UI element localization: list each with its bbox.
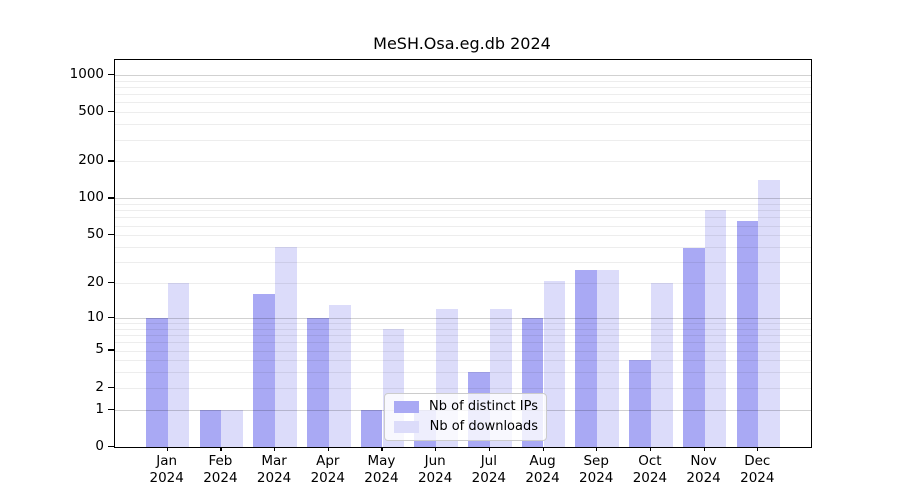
y-tick-label: 0	[95, 438, 104, 454]
y-tick-label: 1	[95, 400, 104, 417]
y-tick-label: 10	[86, 308, 104, 325]
y-tick-label: 20	[86, 273, 104, 290]
x-tick-mark	[435, 447, 437, 451]
x-tick-mark	[488, 447, 491, 451]
bar-sep-downloads	[597, 269, 619, 447]
y-tick-label: 5	[95, 341, 104, 358]
minor-gridline	[115, 112, 811, 114]
y-tick-label: 1000	[69, 65, 104, 82]
y-tick-mark	[108, 386, 114, 388]
legend: Nb of distinct IPs Nb of downloads	[384, 393, 547, 441]
y-tick-mark	[108, 349, 114, 351]
chart-title: MeSH.Osa.eg.db 2024	[373, 34, 551, 53]
bar-apr-ips	[307, 317, 329, 447]
legend-row: Nb of distinct IPs	[394, 399, 538, 414]
x-tick-mark	[757, 447, 759, 451]
bar-oct-ips	[629, 360, 651, 447]
x-tick-mark	[274, 447, 276, 451]
bar-dec-downloads	[758, 180, 781, 447]
minor-gridline	[115, 139, 811, 141]
legend-swatch	[394, 420, 419, 433]
x-tick-mark	[381, 447, 383, 451]
x-tick-mark	[542, 447, 544, 451]
x-tick-mark	[649, 447, 652, 451]
y-tick-label: 200	[78, 152, 104, 169]
bar-feb-downloads	[221, 409, 244, 447]
y-tick-mark	[108, 408, 114, 410]
y-tick-mark	[108, 160, 114, 162]
bar-feb-ips	[199, 409, 222, 447]
y-tick-mark	[108, 197, 114, 199]
legend-label: Nb of downloads	[429, 419, 538, 434]
x-tick-label-may: May 2024	[364, 453, 399, 486]
y-tick-mark	[108, 73, 114, 76]
bar-jan-downloads	[167, 283, 190, 447]
x-tick-label-jun: Jun 2024	[417, 453, 453, 486]
y-tick-label: 50	[86, 226, 104, 243]
x-tick-mark	[327, 447, 329, 451]
y-tick-label: 100	[78, 189, 104, 206]
minor-gridline	[115, 80, 811, 82]
minor-gridline	[115, 161, 811, 163]
minor-gridline	[115, 86, 811, 88]
minor-gridline	[115, 204, 811, 205]
y-tick-mark	[108, 446, 114, 448]
bar-aug-downloads	[543, 280, 566, 447]
x-tick-label-apr: Apr 2024	[310, 453, 345, 486]
y-tick-label: 500	[78, 103, 104, 120]
y-tick-mark	[108, 316, 114, 318]
bar-apr-downloads	[328, 304, 351, 447]
x-tick-mark	[703, 447, 705, 451]
x-tick-label-feb: Feb 2024	[203, 453, 238, 486]
y-tick-label: 2	[95, 378, 104, 395]
minor-gridline	[115, 124, 811, 126]
x-tick-mark	[166, 447, 168, 451]
x-tick-label-dec: Dec 2024	[740, 453, 775, 486]
bar-may-ips	[360, 409, 383, 447]
x-tick-label-oct: Oct 2024	[632, 453, 668, 486]
bar-mar-ips	[253, 294, 276, 447]
legend-label: Nb of distinct IPs	[429, 399, 538, 414]
major-gridline	[115, 198, 811, 200]
bar-dec-ips	[736, 220, 759, 447]
x-tick-mark	[596, 447, 598, 451]
bar-jan-ips	[145, 317, 168, 447]
major-gridline	[115, 74, 811, 76]
minor-gridline	[115, 102, 811, 104]
bar-mar-downloads	[275, 247, 297, 447]
bar-sep-ips	[575, 269, 598, 447]
legend-swatch	[394, 400, 419, 413]
bar-nov-downloads	[704, 210, 727, 447]
bar-nov-ips	[682, 248, 705, 447]
plot-area: Nb of distinct IPs Nb of downloads	[114, 59, 812, 448]
x-tick-mark	[220, 447, 222, 451]
x-tick-label-jan: Jan 2024	[149, 453, 184, 486]
x-tick-label-aug: Aug 2024	[525, 453, 560, 486]
legend-row: Nb of downloads	[394, 419, 538, 434]
x-tick-label-nov: Nov 2024	[686, 453, 721, 486]
y-tick-mark	[108, 111, 114, 113]
y-tick-mark	[108, 234, 114, 236]
x-tick-label-sep: Sep 2024	[579, 453, 614, 486]
x-tick-label-jul: Jul 2024	[471, 453, 507, 486]
y-tick-mark	[108, 281, 114, 284]
bar-oct-downloads	[650, 283, 673, 447]
x-tick-label-mar: Mar 2024	[256, 453, 292, 486]
minor-gridline	[115, 94, 811, 95]
